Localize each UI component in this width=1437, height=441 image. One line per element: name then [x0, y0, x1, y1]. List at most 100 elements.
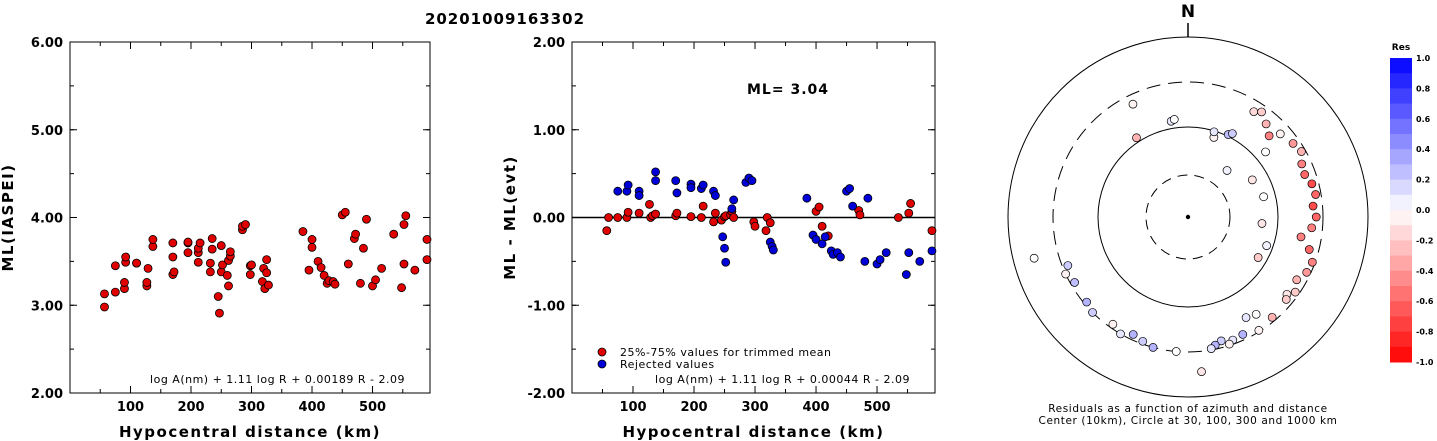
- colorbar-swatch: [1390, 194, 1412, 211]
- station-residual-point: [1311, 190, 1320, 199]
- data-point: [207, 234, 217, 243]
- data-point: [623, 207, 633, 217]
- data-point: [245, 270, 255, 279]
- data-point: [143, 263, 153, 273]
- data-point: [901, 270, 911, 279]
- north-label: N: [1181, 2, 1195, 22]
- data-point: [672, 188, 682, 198]
- formula-text: log A(nm) + 1.11 log R + 0.00044 R - 2.0…: [655, 373, 910, 386]
- data-point: [848, 201, 858, 211]
- data-point: [193, 257, 203, 267]
- data-point: [855, 210, 865, 220]
- data-point: [401, 211, 411, 221]
- data-point: [120, 278, 129, 287]
- data-point: [613, 186, 623, 196]
- station-residual-point: [1206, 344, 1216, 353]
- station-residual-point: [1261, 119, 1271, 129]
- station-residual-point: [1297, 147, 1306, 156]
- station-residual-point: [1261, 147, 1270, 157]
- station-residual-point: [1061, 269, 1070, 279]
- station-residual-point: [1288, 139, 1298, 148]
- station-residual-point: [1238, 330, 1248, 339]
- colorbar-label: 0.2: [1416, 176, 1430, 185]
- data-point: [362, 214, 371, 224]
- x-tick-label: 500: [359, 400, 386, 415]
- data-point: [389, 229, 399, 239]
- colorbar-swatch: [1390, 88, 1412, 105]
- data-point: [817, 221, 827, 231]
- data-point: [356, 278, 365, 288]
- data-point: [747, 176, 757, 186]
- colorbar-label: -0.6: [1416, 297, 1434, 306]
- x-tick-label: 100: [117, 400, 144, 415]
- data-point: [651, 176, 660, 186]
- data-point: [710, 208, 720, 218]
- data-point: [330, 279, 340, 289]
- y-tick-label: 0.00: [533, 212, 565, 227]
- data-point: [820, 232, 830, 242]
- station-residual-point: [1304, 245, 1314, 254]
- data-point: [168, 252, 178, 262]
- station-residual-point: [1128, 330, 1138, 339]
- data-point: [651, 209, 660, 219]
- x-tick-label: 500: [863, 400, 890, 415]
- circle-300km: [1052, 81, 1324, 353]
- data-point: [132, 258, 141, 268]
- ml-vs-distance-panel: 2.00 3.00 4.00 5.00 6.00 100 200 300 400 500 Hypoc…: [0, 36, 432, 441]
- data-point: [225, 247, 235, 257]
- data-point: [802, 193, 812, 203]
- azimuth-residual-panel: N Residuals as a function of azimuth and …: [1007, 2, 1434, 427]
- station-residual-point: [1088, 308, 1097, 317]
- y-tick-label: 2.00: [31, 387, 63, 402]
- data-point: [836, 252, 845, 262]
- data-point: [100, 289, 109, 299]
- colorbar-swatch: [1390, 286, 1412, 302]
- data-point: [906, 199, 915, 208]
- station-residual-point: [1108, 319, 1118, 329]
- data-point: [729, 195, 739, 205]
- plot-frame: [69, 41, 431, 394]
- data-point: [168, 238, 178, 248]
- data-point: [729, 213, 739, 222]
- station-residual-point: [1307, 179, 1317, 189]
- data-point: [215, 308, 224, 318]
- station-residual-point: [1241, 313, 1251, 322]
- data-point: [247, 260, 256, 270]
- colorbar-swatch: [1390, 103, 1412, 120]
- legend-label: 25%-75% values for trimmed mean: [620, 346, 832, 359]
- legend-marker: [597, 347, 607, 357]
- data-point: [422, 255, 432, 265]
- colorbar-swatch: [1390, 210, 1412, 226]
- azimuth-caption-line1: Residuals as a function of azimuth and d…: [1048, 403, 1328, 415]
- x-axis-label: Hypocentral distance (km): [119, 423, 381, 441]
- station-residual-point: [1275, 129, 1285, 139]
- data-point: [218, 260, 227, 270]
- colorbar-swatch: [1390, 149, 1412, 165]
- colorbar-swatch: [1390, 58, 1412, 74]
- data-point: [100, 302, 109, 312]
- data-point: [709, 217, 718, 227]
- data-point: [863, 193, 873, 203]
- station-residual-point: [1307, 223, 1317, 233]
- data-point: [765, 218, 775, 228]
- data-point: [875, 255, 885, 265]
- colorbar-swatch: [1390, 164, 1412, 181]
- circle-100km: [1097, 126, 1279, 308]
- station-residual-point: [1259, 192, 1268, 202]
- station-residual-point: [1222, 166, 1232, 175]
- data-point: [213, 292, 223, 301]
- station-residual-point: [1169, 115, 1179, 124]
- data-point: [651, 167, 660, 177]
- colorbar-swatch: [1390, 134, 1412, 150]
- colorbar-swatch: [1390, 240, 1412, 257]
- data-point: [904, 248, 914, 258]
- ml-residual-panel: -2.00 -1.00 0.00 1.00 2.00 100 200 300 400 500 Hyp…: [501, 36, 937, 441]
- colorbar-label: -0.8: [1416, 328, 1434, 337]
- station-residual-point: [1249, 107, 1259, 117]
- data-point: [307, 235, 317, 244]
- data-point: [927, 226, 937, 236]
- y-tick-label: 3.00: [31, 299, 63, 314]
- x-tick-label: 300: [741, 400, 768, 415]
- data-point: [359, 243, 368, 253]
- station-residual-point: [1029, 253, 1039, 263]
